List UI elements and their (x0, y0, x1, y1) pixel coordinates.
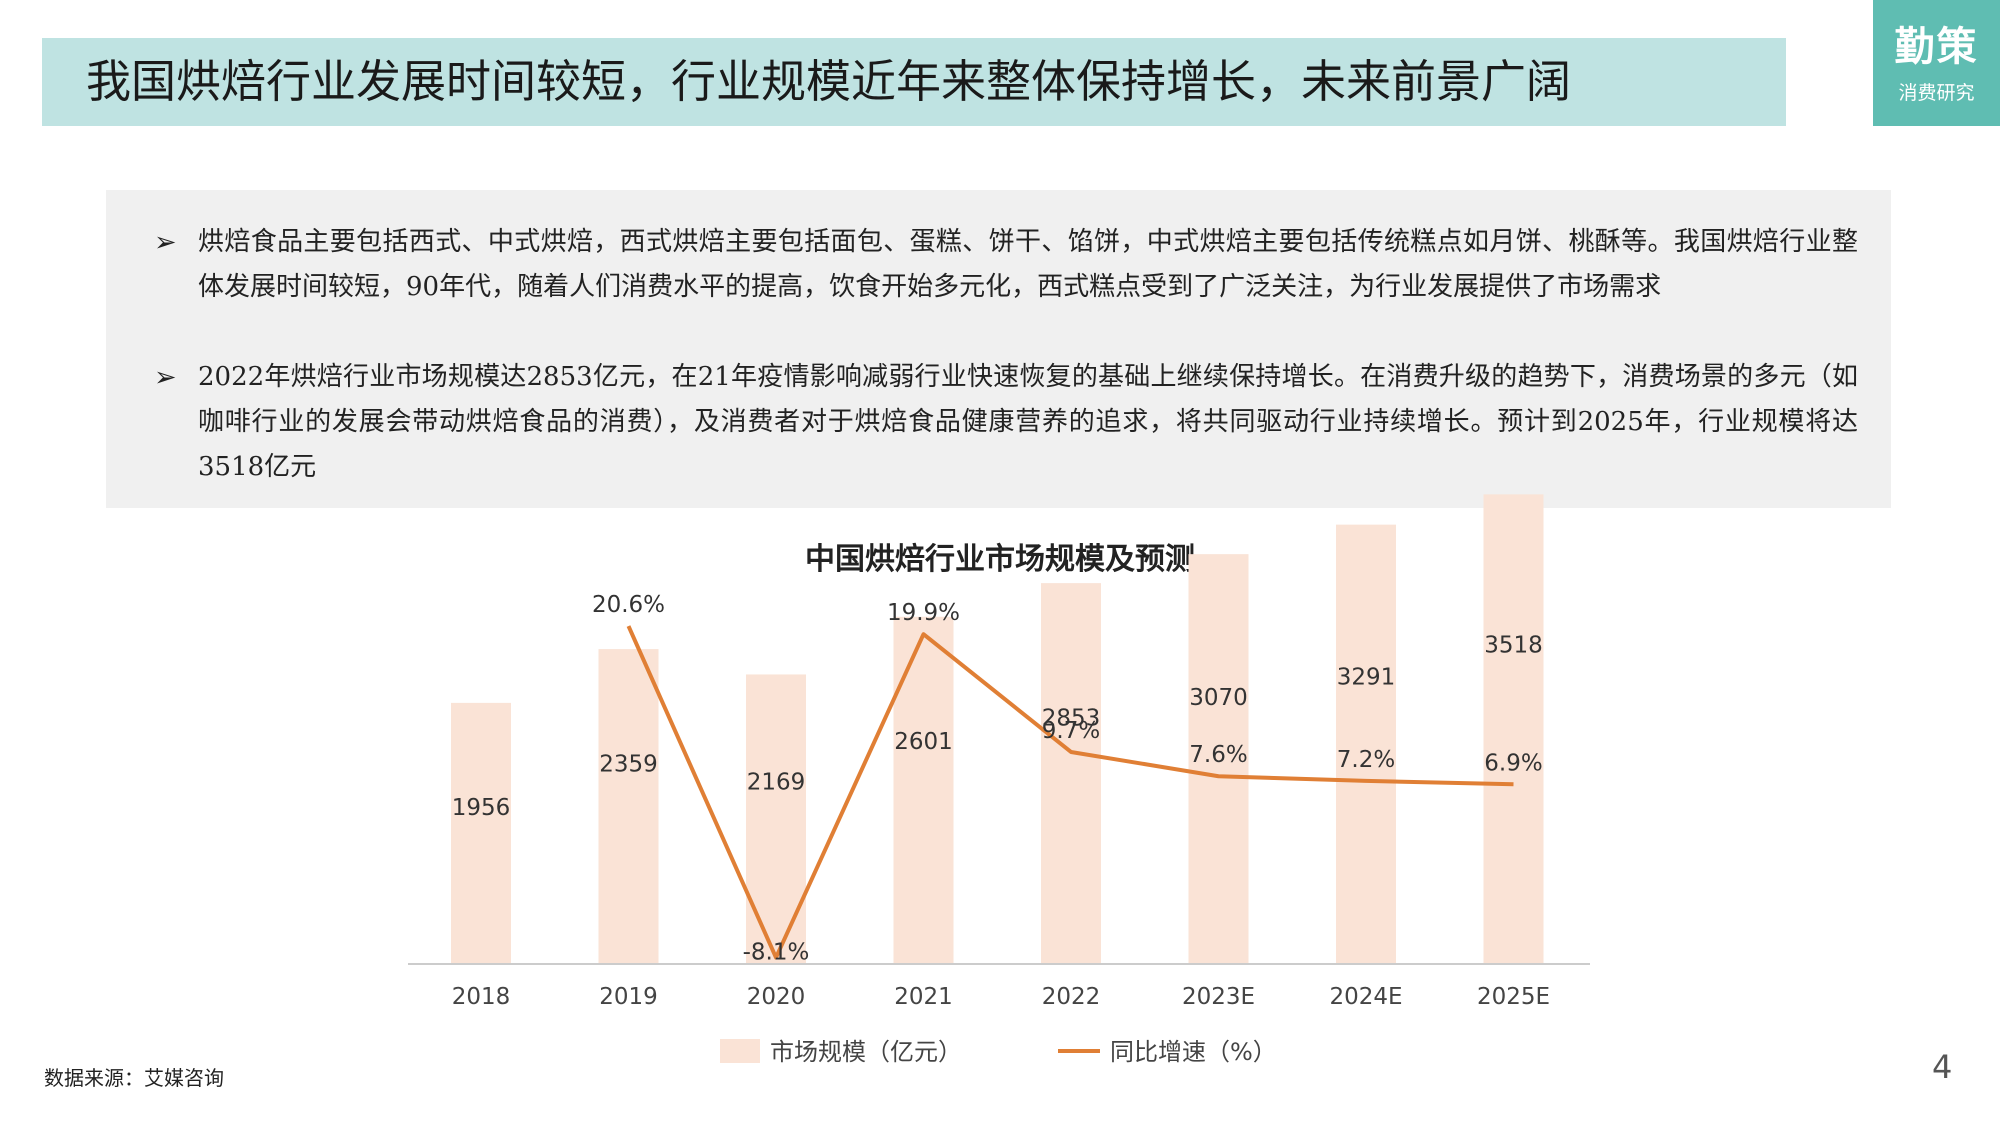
bullet-text-2: 2022年烘焙行业市场规模达2853亿元，在21年疫情影响减弱行业快速恢复的基础… (198, 362, 1858, 482)
brand-logo: 勤策 消费研究 (1873, 0, 2000, 126)
bar-2019 (598, 649, 659, 964)
bar-2021 (893, 616, 954, 964)
growth-rate-label: 7.2% (1337, 747, 1395, 773)
title-bar: 我国烘焙行业发展时间较短，行业规模近年来整体保持增长，未来前景广阔 (42, 38, 1786, 126)
page-number: 4 (1932, 1048, 1953, 1086)
x-tick-label: 2018 (452, 984, 511, 1010)
bar-value-label: 1956 (452, 795, 511, 821)
bar-2022 (1041, 583, 1101, 964)
chart-legend: 市场规模（亿元） 同比增速（%） (720, 1038, 1277, 1066)
growth-rate-label: -8.1% (743, 940, 810, 966)
bar-value-label: 2601 (894, 729, 953, 755)
legend-line-label: 同比增速（%） (1110, 1038, 1277, 1066)
bar-2025E (1483, 494, 1544, 964)
growth-rate-label: 9.7% (1042, 718, 1100, 744)
growth-line-layer (626, 625, 1514, 960)
bar-value-label: 2359 (599, 752, 658, 778)
x-tick-label: 2020 (747, 984, 806, 1010)
growth-rate-label: 6.9% (1484, 750, 1542, 776)
bullet-marker-icon: ➢ (154, 362, 177, 393)
bar-2023E (1188, 554, 1249, 964)
bar-2018 (451, 702, 511, 964)
bar-value-label: 2853 (1042, 705, 1101, 731)
logo-main-text: 勤策 (1894, 24, 1979, 70)
bars-layer (451, 494, 1544, 964)
bar-value-label: 2169 (747, 769, 806, 795)
x-tick-label: 2023E (1182, 984, 1255, 1010)
bar-2024E (1336, 524, 1396, 964)
logo-sub-text: 消费研究 (1898, 82, 1975, 104)
x-tick-labels: 2018 2019 2020 2021 2022 2023E 2024E 2025E (452, 984, 1550, 1010)
bar-2020 (746, 674, 806, 964)
x-tick-label: 2022 (1042, 984, 1101, 1010)
growth-rate-label: 19.9% (887, 600, 960, 626)
growth-rate-label: 20.6% (592, 592, 665, 618)
growth-rate-label: 7.6% (1189, 742, 1247, 768)
legend-bar-label: 市场规模（亿元） (770, 1038, 962, 1066)
page-title: 我国烘焙行业发展时间较短，行业规模近年来整体保持增长，未来前景广阔 (86, 55, 1572, 108)
summary-panel: ➢ 烘焙食品主要包括西式、中式烘焙，西式烘焙主要包括面包、蛋糕、饼干、馅饼，中式… (106, 190, 1891, 508)
bullet-text-1: 烘焙食品主要包括西式、中式烘焙，西式烘焙主要包括面包、蛋糕、饼干、馅饼，中式烘焙… (198, 227, 1858, 302)
growth-rate-line (626, 625, 1514, 960)
legend-bar-swatch (720, 1039, 760, 1063)
chart-title: 中国烘焙行业市场规模及预测 (805, 542, 1195, 577)
bullet-marker-icon: ➢ (154, 227, 177, 258)
x-tick-label: 2024E (1329, 984, 1402, 1010)
data-labels-layer: 1956 2359 2169 2601 2853 3070 3291 3518 20.6% -8.… (452, 592, 1543, 965)
bar-value-label: 3291 (1337, 664, 1396, 690)
x-tick-label: 2019 (599, 984, 658, 1010)
data-source: 数据来源：艾媒咨询 (44, 1066, 224, 1090)
bar-value-label: 3070 (1189, 685, 1248, 711)
x-tick-label: 2021 (894, 984, 953, 1010)
bar-value-label: 3518 (1484, 632, 1543, 658)
x-tick-label: 2025E (1477, 984, 1550, 1010)
